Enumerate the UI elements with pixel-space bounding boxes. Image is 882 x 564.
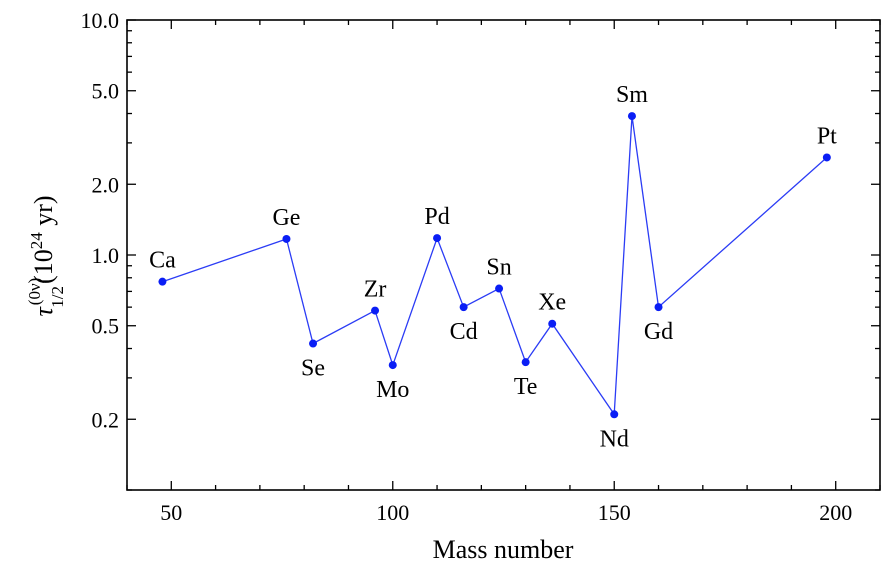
point-label-te: Te [514, 374, 538, 400]
x-tick-label: 50 [160, 500, 182, 525]
point-label-se: Se [301, 356, 325, 382]
x-tick-label: 200 [819, 500, 852, 525]
point-label-ca: Ca [149, 248, 176, 274]
y-tick-label: 1.0 [92, 243, 120, 268]
point-label-sn: Sn [486, 255, 511, 281]
tick-labels: 50 100 150 200 0.2 0.5 1.0 2.0 5.0 10.0 [81, 8, 853, 525]
data-point-te [521, 358, 530, 367]
data-point-pd [433, 234, 442, 243]
point-label-mo: Mo [376, 377, 409, 403]
y-axis-unit-end: yr) [29, 195, 58, 232]
y-tick-label: 0.2 [92, 407, 120, 432]
y-axis-title: τ(0ν) 1/2 (1024 yr) [25, 195, 67, 316]
y-axis-unit: (10 [29, 249, 58, 284]
data-point-cd [459, 303, 468, 312]
data-series [158, 112, 831, 419]
data-point-sm [627, 112, 636, 121]
series-line [162, 116, 828, 417]
data-point-se [309, 339, 318, 348]
data-point-pt [822, 153, 831, 162]
point-label-pd: Pd [424, 204, 449, 230]
point-label-nd: Nd [600, 426, 629, 452]
point-label-pt: Pt [817, 123, 837, 149]
point-label-cd: Cd [450, 319, 478, 345]
point-label-xe: Xe [538, 290, 566, 316]
data-point-ca [158, 277, 167, 286]
data-point-sn [495, 284, 504, 293]
x-tick-label: 100 [376, 500, 409, 525]
y-tick-label: 10.0 [81, 8, 120, 33]
point-label-zr: Zr [364, 277, 387, 303]
y-tick-label: 2.0 [92, 172, 120, 197]
x-tick-label: 150 [598, 500, 631, 525]
data-point-ge [282, 234, 291, 243]
y-tick-label: 5.0 [92, 79, 120, 104]
data-point-xe [548, 319, 557, 328]
x-axis-title: Mass number [433, 535, 574, 564]
point-label-ge: Ge [272, 205, 300, 231]
point-labels: Ca Ge Se Zr Mo Pd Cd Sn Te Xe Nd Sm Gd Pt [149, 82, 837, 452]
data-point-mo [388, 361, 397, 370]
y-axis-unit-exponent: 24 [27, 232, 46, 250]
y-tick-label: 0.5 [92, 314, 120, 339]
point-label-sm: Sm [616, 82, 648, 108]
y-axis-symbol: τ [29, 306, 58, 317]
axis-ticks [126, 19, 881, 491]
data-point-zr [371, 306, 380, 315]
point-label-gd: Gd [644, 319, 673, 345]
y-axis-superscript: (0ν) [25, 278, 44, 306]
data-point-nd [610, 410, 619, 419]
y-axis-subscript: 1/2 [48, 286, 67, 308]
data-point-gd [654, 303, 663, 312]
